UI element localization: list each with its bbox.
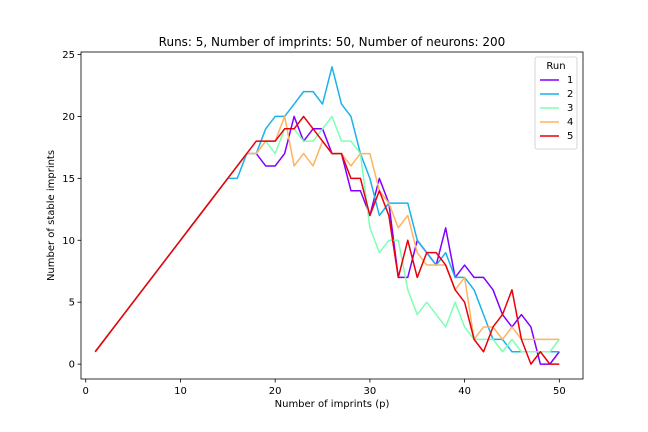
y-tick-label: 20 [62,112,75,123]
legend-label-run-4: 4 [567,117,573,128]
series-line-run-2 [94,66,560,353]
legend-label-run-2: 2 [567,89,573,100]
legend-title: Run [546,61,565,72]
legend-items: 1 2 3 4 5 [540,75,573,142]
y-axis: 0 5 10 15 20 25 [62,50,81,371]
chart-title: Runs: 5, Number of imprints: 50, Number … [159,35,506,49]
plot-area [80,51,584,380]
y-tick-label: 10 [62,236,75,247]
legend-label-run-3: 3 [567,103,573,114]
series-layer [94,66,560,365]
legend: Run 1 2 3 4 5 [534,56,578,150]
y-tick-label: 5 [69,298,75,309]
axes-frame [80,51,584,380]
series-line-run-3 [94,115,560,353]
x-axis-label: Number of imprints (p) [275,399,390,410]
x-tick-label: 40 [458,386,471,397]
x-tick-label: 20 [269,386,282,397]
y-tick-label: 25 [62,50,75,61]
x-axis: 0 10 20 30 40 50 [83,379,566,397]
x-tick-label: 0 [83,386,89,397]
series-line-run-5 [94,115,560,365]
y-tick-label: 15 [62,174,75,185]
x-tick-label: 10 [174,386,187,397]
legend-label-run-1: 1 [567,75,573,86]
y-tick-label: 0 [69,360,75,371]
x-tick-label: 30 [364,386,377,397]
x-tick-label: 50 [553,386,566,397]
legend-label-run-5: 5 [567,131,573,142]
y-axis-label: Number of stable imprints [46,150,57,281]
series-line-run-4 [94,115,560,353]
